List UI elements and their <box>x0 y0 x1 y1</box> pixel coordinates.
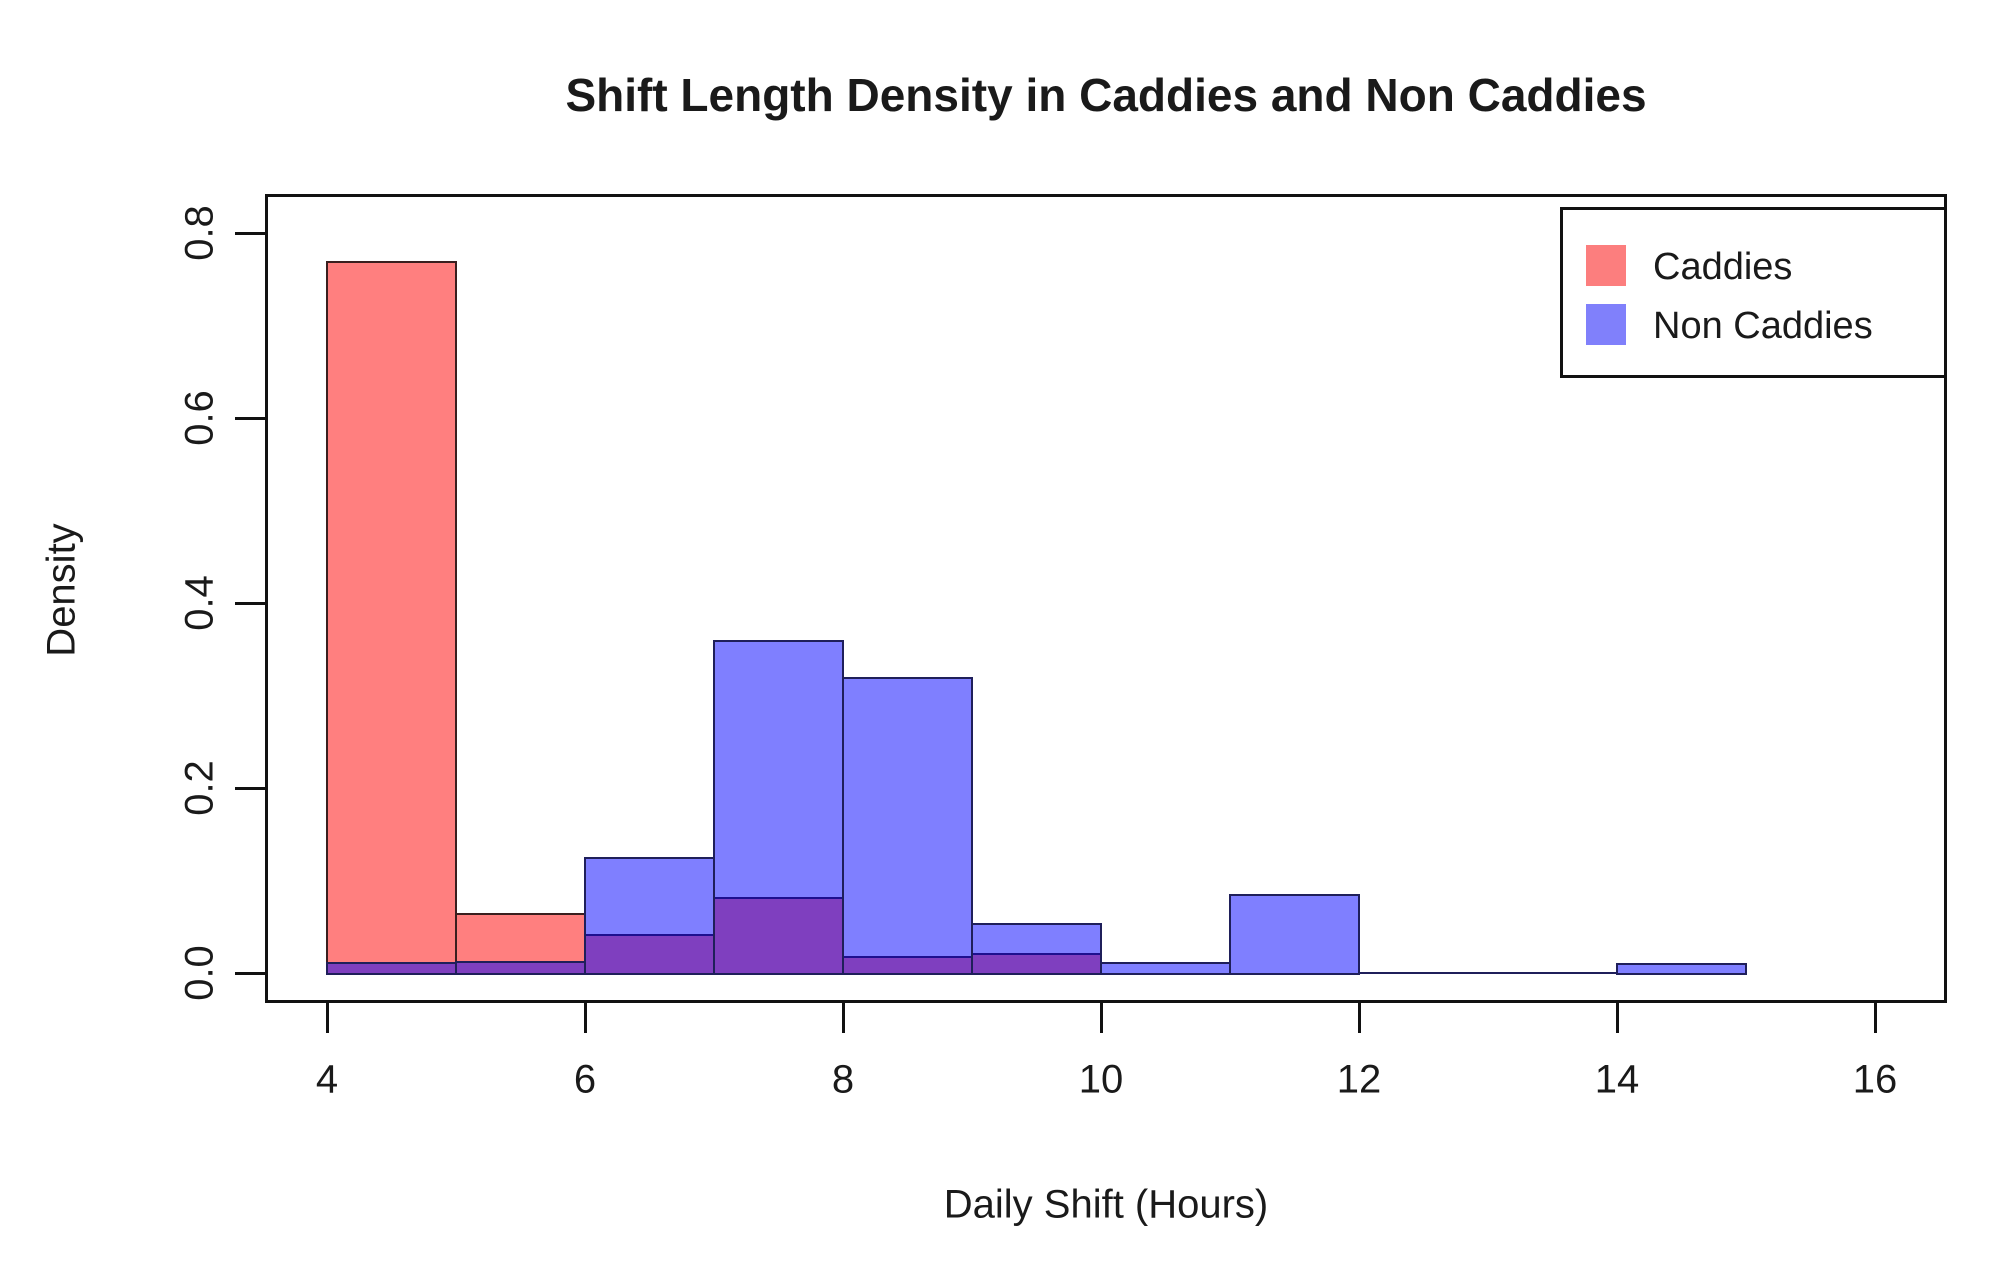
y-tick-0.8 <box>235 232 265 235</box>
y-axis-label: Density <box>39 523 84 657</box>
y-tick-label-0.8: 0.8 <box>177 205 222 261</box>
y-tick-0.2 <box>235 787 265 790</box>
bar-non-caddies-13-14 <box>1487 972 1618 974</box>
x-tick-12 <box>1358 1003 1361 1033</box>
y-tick-label-0.4: 0.4 <box>177 575 222 631</box>
legend-item-caddies: Caddies <box>1563 210 1944 293</box>
x-tick-label-8: 8 <box>831 1057 855 1102</box>
x-tick-10 <box>1100 1003 1103 1033</box>
x-tick-4 <box>326 1003 329 1033</box>
caddies-swatch <box>1586 245 1626 286</box>
legend-box: Caddies Non Caddies <box>1560 207 1947 378</box>
x-tick-label-6: 6 <box>573 1057 597 1102</box>
bar-non-caddies-9-10 <box>971 923 1102 975</box>
legend-item-non-caddies: Non Caddies <box>1563 210 1944 347</box>
x-tick-label-12: 12 <box>1336 1057 1382 1102</box>
legend-label-caddies: Caddies <box>1653 246 1793 288</box>
y-tick-0.4 <box>235 602 265 605</box>
x-tick-16 <box>1874 1003 1877 1033</box>
x-tick-label-4: 4 <box>315 1057 339 1102</box>
bar-non-caddies-14-15 <box>1616 962 1747 975</box>
bar-non-caddies-4-5 <box>326 961 457 975</box>
bar-non-caddies-6-7 <box>584 857 715 975</box>
bar-non-caddies-5-6 <box>455 960 586 975</box>
x-axis-label: Daily Shift (Hours) <box>943 1182 1269 1227</box>
y-tick-0.0 <box>235 972 265 975</box>
y-tick-label-0.6: 0.6 <box>177 390 222 446</box>
x-tick-8 <box>842 1003 845 1033</box>
x-tick-label-10: 10 <box>1078 1057 1124 1102</box>
bar-non-caddies-8-9 <box>842 677 973 975</box>
x-tick-6 <box>584 1003 587 1033</box>
bar-non-caddies-11-12 <box>1229 894 1360 975</box>
bar-caddies-4-5 <box>326 260 457 975</box>
legend-label-non-caddies: Non Caddies <box>1653 305 1873 347</box>
chart-title: Shift Length Density in Caddies and Non … <box>565 69 1647 121</box>
x-tick-label-14: 14 <box>1594 1057 1640 1102</box>
bar-non-caddies-7-8 <box>713 640 844 975</box>
non-caddies-swatch <box>1586 304 1626 345</box>
y-tick-label-0.0: 0.0 <box>177 945 222 1001</box>
bar-non-caddies-10-11 <box>1100 961 1231 975</box>
x-tick-14 <box>1616 1003 1619 1033</box>
y-tick-label-0.2: 0.2 <box>177 760 222 816</box>
y-tick-0.6 <box>235 417 265 420</box>
bar-non-caddies-12-13 <box>1358 972 1489 974</box>
x-tick-label-16: 16 <box>1852 1057 1898 1102</box>
